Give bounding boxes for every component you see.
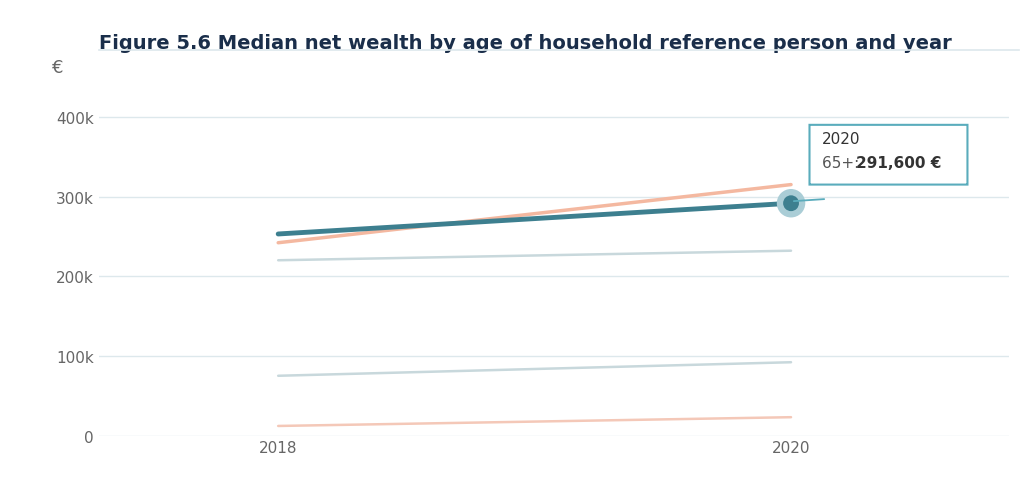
Point (782, 200, 799, 208)
Point (782, 200, 799, 208)
Text: 65+:: 65+: (822, 156, 864, 171)
Text: 291,600 €: 291,600 € (856, 156, 942, 171)
Text: 2020: 2020 (822, 132, 860, 147)
Text: Figure 5.6 Median net wealth by age of household reference person and year: Figure 5.6 Median net wealth by age of h… (98, 34, 951, 53)
FancyBboxPatch shape (810, 126, 968, 185)
Y-axis label: €: € (52, 59, 63, 77)
